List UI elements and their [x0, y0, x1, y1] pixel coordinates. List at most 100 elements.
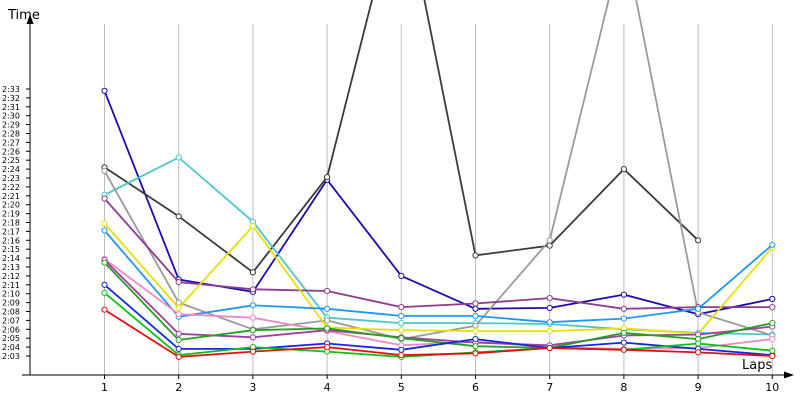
- series-6: [101, 220, 776, 337]
- data-point: [620, 166, 628, 173]
- data-point: [769, 295, 776, 303]
- y-tick-label: 2:28: [2, 130, 20, 139]
- data-point: [695, 237, 702, 244]
- data-point: [695, 305, 702, 312]
- data-point: [620, 291, 628, 298]
- y-tick-label: 2:27: [2, 138, 20, 147]
- y-tick-label: 2:05: [2, 334, 20, 343]
- data-point: [324, 344, 331, 351]
- data-point: [769, 320, 776, 327]
- data-point: [769, 241, 776, 248]
- data-point: [472, 252, 479, 259]
- y-tick-label: 2:08: [2, 308, 20, 317]
- x-tick-label: 10: [765, 381, 779, 394]
- series-5: [101, 195, 776, 312]
- data-point: [249, 286, 256, 293]
- data-point: [175, 213, 182, 220]
- data-point: [101, 306, 108, 313]
- data-point: [398, 304, 405, 311]
- x-tick-label: 8: [620, 381, 627, 394]
- data-point: [249, 327, 256, 334]
- y-tick-label: 2:19: [2, 210, 20, 219]
- data-point: [769, 347, 776, 354]
- y-tick-label: 2:32: [2, 94, 20, 103]
- data-point: [101, 220, 108, 227]
- y-tick-label: 2:23: [2, 174, 20, 183]
- y-tick-label: 2:04: [2, 343, 20, 352]
- y-tick-label: 2:15: [2, 245, 20, 254]
- data-point: [620, 339, 628, 346]
- y-tick-label: 2:12: [2, 272, 20, 281]
- y-tick-label: 2:30: [2, 112, 20, 121]
- tick-labels: 1 2 3 4 5 6 7 8 9 102:032:042:052:062:072:082:092…: [2, 85, 779, 394]
- data-point: [546, 328, 553, 335]
- data-point: [175, 304, 182, 311]
- y-tick-label: 2:33: [2, 85, 20, 94]
- data-point: [546, 295, 553, 302]
- series-layer: [101, 0, 776, 360]
- y-tick-label: 2:13: [2, 263, 20, 272]
- x-tick-label: 4: [324, 381, 331, 394]
- x-tick-label: 1: [101, 381, 108, 394]
- y-tick-label: 2:22: [2, 183, 20, 192]
- y-tick-label: 2:07: [2, 316, 20, 325]
- y-axis-arrow-icon: [26, 14, 34, 24]
- y-tick-label: 2:14: [2, 254, 20, 263]
- x-tick-label: 6: [472, 381, 479, 394]
- data-point: [249, 302, 256, 309]
- series-2: [101, 0, 702, 276]
- data-point: [175, 279, 182, 286]
- data-point: [398, 320, 405, 327]
- series-3: [101, 154, 776, 338]
- y-tick-label: 2:10: [2, 290, 20, 299]
- data-point: [695, 340, 702, 347]
- data-point: [398, 346, 405, 353]
- y-tick-label: 2:17: [2, 227, 20, 236]
- series-line: [104, 308, 773, 358]
- data-point: [101, 167, 108, 174]
- data-point: [398, 312, 405, 319]
- data-point: [472, 336, 479, 343]
- data-point: [101, 281, 108, 288]
- series-line: [103, 261, 773, 349]
- x-tick-label: 5: [398, 381, 405, 394]
- series-13: [101, 306, 776, 360]
- data-point: [175, 311, 182, 318]
- data-point: [546, 304, 553, 311]
- data-point: [398, 352, 405, 359]
- series-line: [103, 0, 773, 341]
- y-tick-label: 2:26: [2, 147, 20, 156]
- data-point: [546, 319, 553, 326]
- axes: Time Laps: [7, 8, 794, 379]
- data-point: [546, 237, 553, 244]
- data-point: [769, 352, 776, 360]
- x-tick-label: 2: [175, 381, 182, 394]
- data-point: [472, 322, 479, 329]
- x-axis-arrow-icon: [784, 371, 794, 379]
- data-point: [472, 350, 479, 357]
- y-tick-label: 2:21: [2, 192, 20, 201]
- data-point: [175, 330, 182, 337]
- data-point: [101, 195, 108, 202]
- data-point: [398, 335, 405, 342]
- series-line: [103, 284, 773, 356]
- data-point: [472, 343, 479, 350]
- data-point: [101, 87, 108, 94]
- x-tick-label: 7: [546, 381, 553, 394]
- data-point: [175, 299, 182, 306]
- data-point: [546, 242, 553, 249]
- data-point: [695, 349, 702, 356]
- x-axis-title: Laps: [742, 358, 772, 373]
- data-point: [620, 315, 628, 322]
- x-tick-label: 3: [249, 381, 256, 394]
- y-axis-title: Time: [7, 8, 40, 23]
- data-point: [472, 305, 479, 312]
- data-point: [472, 312, 479, 319]
- data-point: [101, 259, 108, 266]
- data-point: [324, 287, 331, 295]
- data-point: [249, 348, 256, 355]
- data-point: [101, 289, 108, 296]
- series-line: [104, 0, 699, 274]
- data-point: [249, 314, 256, 321]
- y-tick-label: 2:09: [2, 299, 20, 308]
